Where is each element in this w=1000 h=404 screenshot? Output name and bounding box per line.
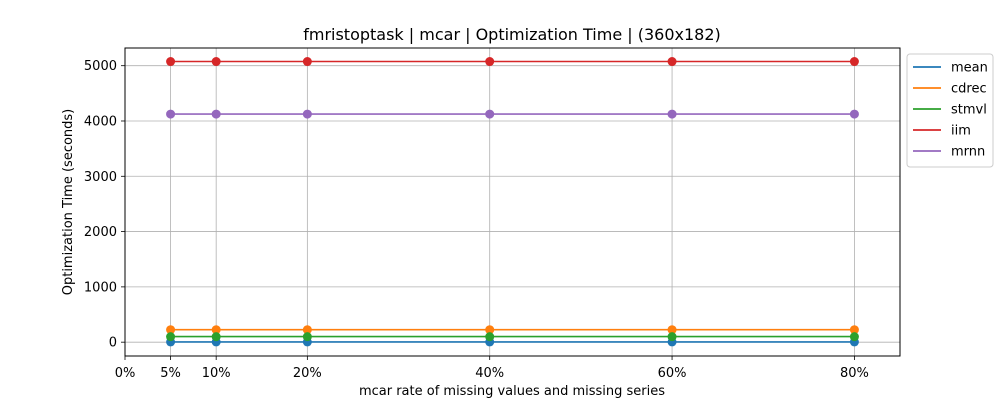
series-iim bbox=[166, 57, 859, 67]
series-layer bbox=[166, 57, 859, 347]
data-point-iim bbox=[849, 57, 859, 67]
y-tick-label: 4000 bbox=[84, 114, 117, 129]
data-point-iim bbox=[211, 57, 221, 67]
legend-item-stmvl: stmvl bbox=[913, 103, 987, 118]
y-tick-label: 1000 bbox=[84, 280, 117, 295]
data-point-mrnn bbox=[302, 109, 312, 119]
data-point-stmvl bbox=[211, 332, 221, 342]
legend-item-mrnn: mrnn bbox=[913, 145, 985, 160]
data-point-cdrec bbox=[849, 325, 859, 335]
data-point-stmvl bbox=[849, 332, 859, 342]
series-stmvl bbox=[166, 332, 859, 342]
y-axis-ticks: 0 1000 2000 3000 4000 5000 bbox=[84, 59, 125, 351]
chart-title: fmristoptask | mcar | Optimization Time … bbox=[303, 25, 721, 44]
data-point-iim bbox=[485, 57, 495, 67]
y-tick-label: 5000 bbox=[84, 59, 117, 74]
data-point-mrnn bbox=[485, 109, 495, 119]
plot-area-frame bbox=[124, 47, 901, 357]
legend: mean cdrec stmvl iim mrnn bbox=[906, 53, 994, 168]
series-mrnn bbox=[166, 109, 859, 119]
x-axis-label: mcar rate of missing values and missing … bbox=[359, 384, 665, 399]
data-point-cdrec bbox=[485, 325, 495, 335]
x-tick-label: 10% bbox=[202, 366, 231, 381]
legend-frame bbox=[906, 53, 994, 168]
data-point-stmvl bbox=[166, 332, 176, 342]
y-tick-label: 3000 bbox=[84, 170, 117, 185]
data-point-cdrec bbox=[302, 325, 312, 335]
x-tick-label: 40% bbox=[475, 366, 504, 381]
data-point-cdrec bbox=[667, 325, 677, 335]
data-point-iim bbox=[166, 57, 176, 67]
data-point-cdrec bbox=[166, 325, 176, 335]
x-tick-label: 80% bbox=[840, 366, 869, 381]
y-axis-label: Optimization Time (seconds) bbox=[61, 109, 76, 296]
legend-label: iim bbox=[951, 124, 971, 139]
legend-item-iim: iim bbox=[913, 124, 971, 139]
data-point-mrnn bbox=[166, 109, 176, 119]
x-tick-label: 60% bbox=[658, 366, 687, 381]
data-point-iim bbox=[302, 57, 312, 67]
x-tick-label: 5% bbox=[160, 366, 181, 381]
legend-item-mean: mean bbox=[913, 61, 988, 76]
data-point-iim bbox=[667, 57, 677, 67]
grid bbox=[124, 48, 900, 356]
data-point-mrnn bbox=[849, 109, 859, 119]
legend-label: mrnn bbox=[951, 145, 985, 160]
data-point-stmvl bbox=[667, 332, 677, 342]
data-point-mrnn bbox=[211, 109, 221, 119]
data-point-mrnn bbox=[667, 109, 677, 119]
legend-item-cdrec: cdrec bbox=[913, 82, 987, 97]
y-tick-label: 0 bbox=[109, 336, 117, 351]
legend-label: mean bbox=[951, 61, 988, 76]
series-mean bbox=[166, 337, 859, 347]
legend-label: stmvl bbox=[951, 103, 987, 118]
x-tick-label: 20% bbox=[293, 366, 322, 381]
x-tick-label: 0% bbox=[115, 366, 136, 381]
data-point-stmvl bbox=[302, 332, 312, 342]
x-axis-ticks: 0% 5% 10% 20% 40% 60% 80% bbox=[115, 356, 869, 381]
legend-label: cdrec bbox=[951, 82, 987, 97]
y-tick-label: 2000 bbox=[84, 225, 117, 240]
data-point-stmvl bbox=[485, 332, 495, 342]
series-cdrec bbox=[166, 325, 859, 335]
data-point-cdrec bbox=[211, 325, 221, 335]
